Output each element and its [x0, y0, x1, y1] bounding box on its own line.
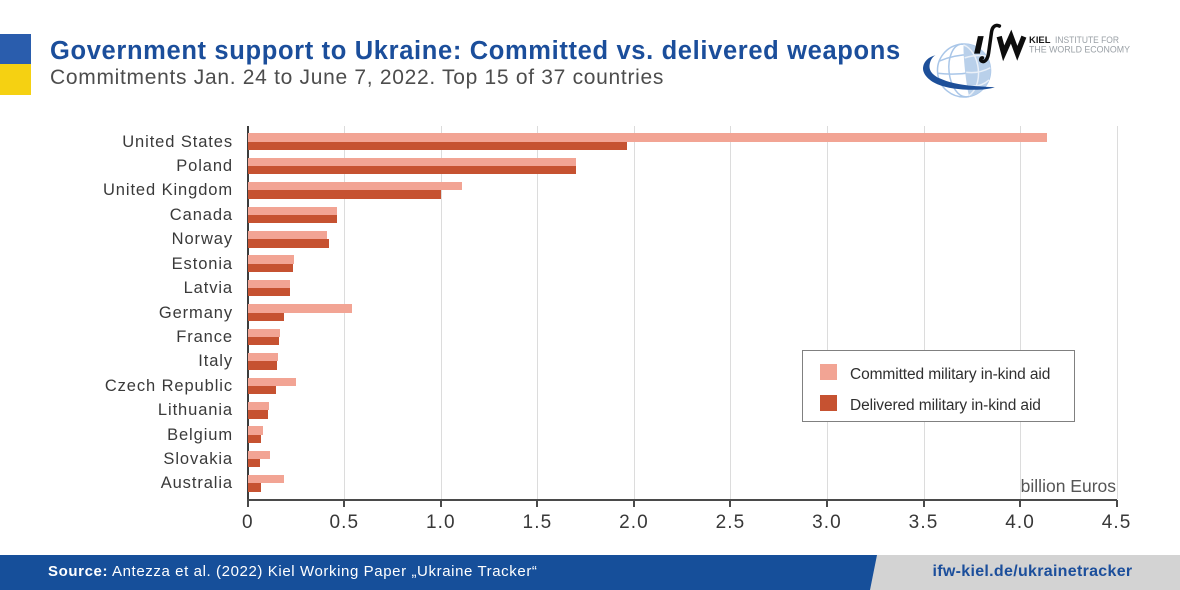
svg-text:THE WORLD ECONOMY: THE WORLD ECONOMY: [1029, 44, 1131, 55]
svg-text:INSTITUTE FOR: INSTITUTE FOR: [1055, 35, 1119, 46]
svg-text:KIEL: KIEL: [1029, 35, 1051, 46]
